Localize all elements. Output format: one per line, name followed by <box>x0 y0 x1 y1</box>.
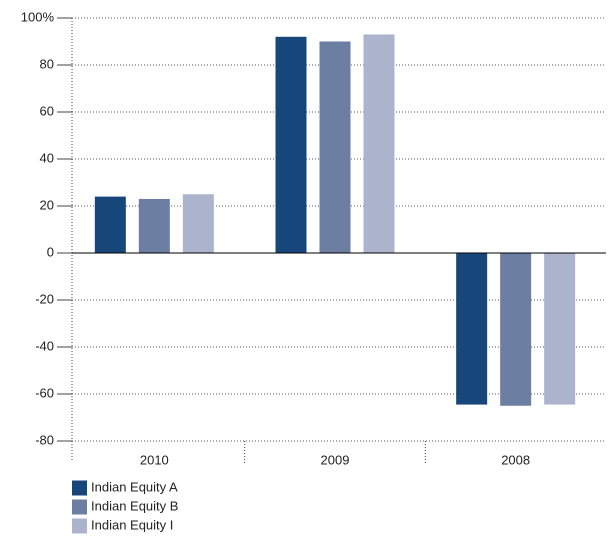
y-tick-label: 0 <box>47 244 54 259</box>
x-tick-label: 2010 <box>140 452 169 467</box>
bar <box>456 253 488 405</box>
bar <box>275 36 307 253</box>
legend-swatch <box>72 518 87 534</box>
y-tick-label: -60 <box>35 385 54 400</box>
legend-label: Indian Equity I <box>91 517 173 532</box>
y-tick-label: -20 <box>35 291 54 306</box>
y-tick-label: 80 <box>40 56 54 71</box>
bar <box>500 253 532 406</box>
bar <box>363 34 395 254</box>
y-tick-label: 60 <box>40 103 54 118</box>
y-tick-label: 20 <box>40 197 54 212</box>
legend-swatch <box>72 499 87 515</box>
y-tick-label: -40 <box>35 338 54 353</box>
bar <box>94 196 126 253</box>
bar <box>182 194 214 253</box>
x-tick-label: 2009 <box>321 452 350 467</box>
legend-label: Indian Equity B <box>91 498 178 513</box>
y-tick-label: 40 <box>40 150 54 165</box>
y-tick-label: -80 <box>35 432 54 447</box>
legend-label: Indian Equity A <box>91 479 178 494</box>
bar <box>544 253 576 405</box>
bar <box>319 41 351 253</box>
bar <box>138 198 170 253</box>
x-tick-label: 2008 <box>501 452 530 467</box>
y-tick-label: 100% <box>21 9 55 24</box>
legend-swatch <box>72 480 87 496</box>
